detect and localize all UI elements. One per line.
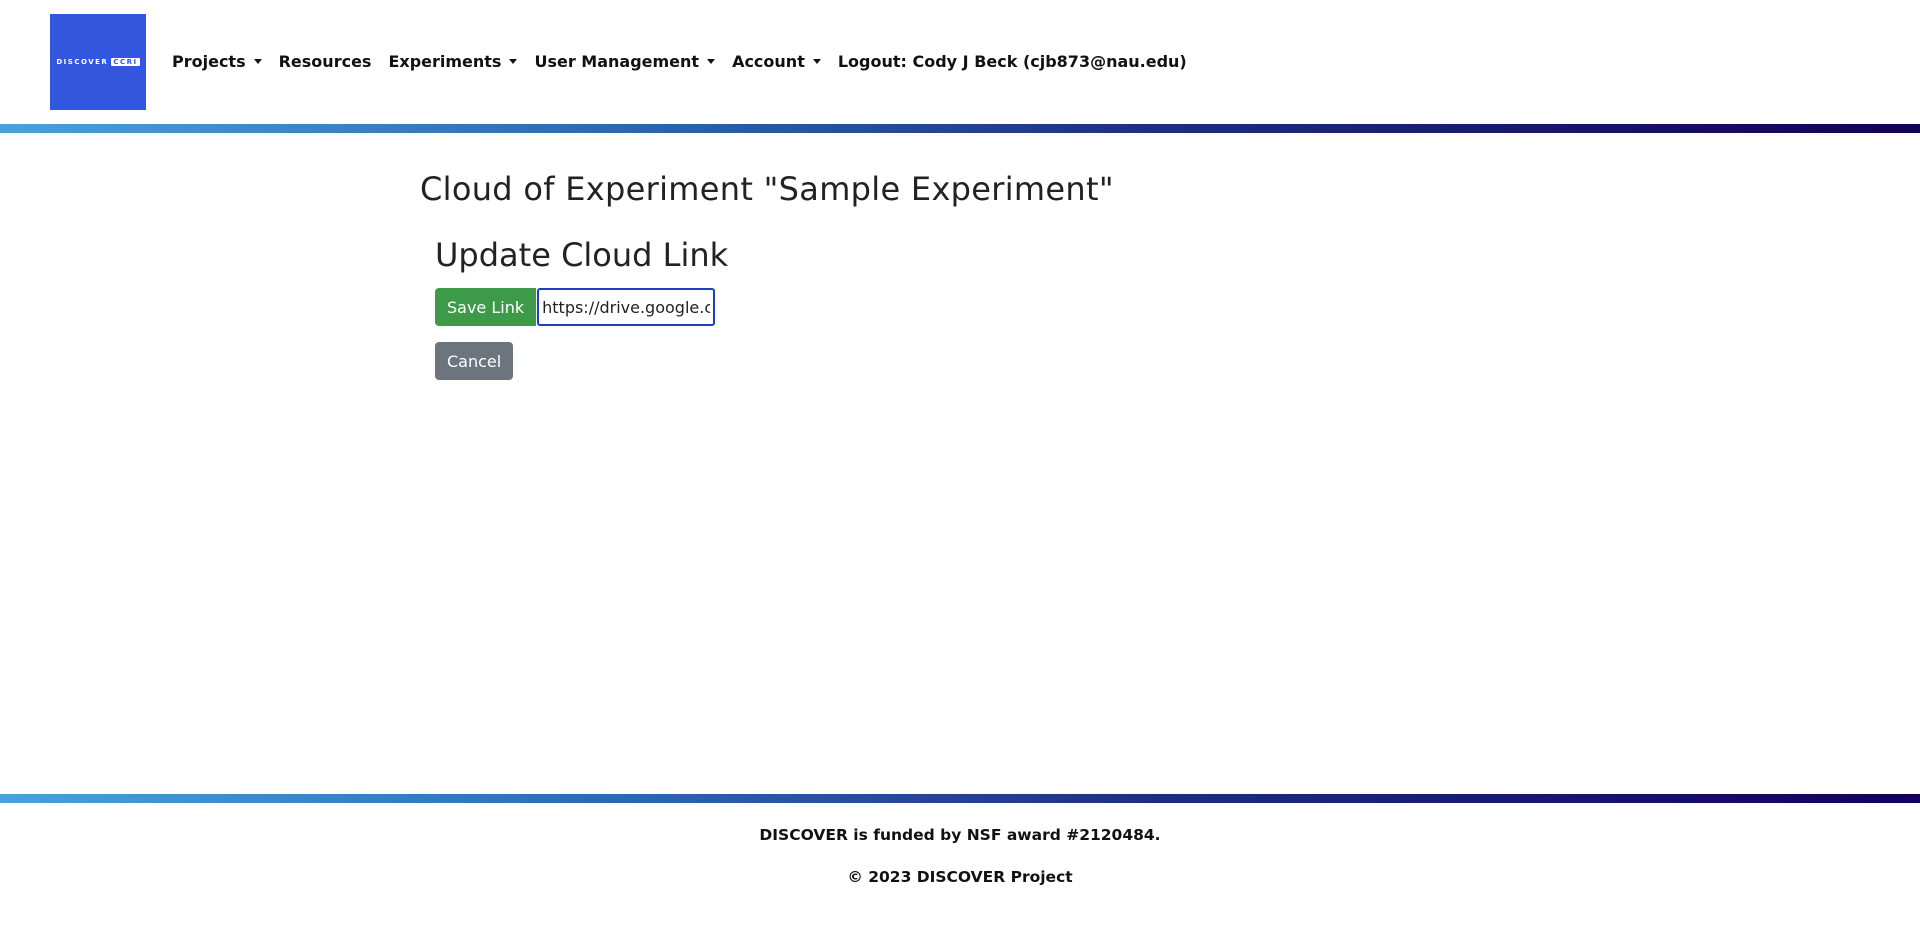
- nav-experiments[interactable]: Experiments: [388, 51, 518, 71]
- chevron-down-icon: [812, 58, 821, 64]
- cancel-button[interactable]: Cancel: [435, 342, 514, 380]
- page-title: Cloud of Experiment "Sample Experiment": [420, 170, 1114, 208]
- chevron-down-icon: [707, 58, 716, 64]
- update-cloud-link-section: Update Cloud Link Save Link Cancel: [435, 236, 728, 380]
- nav-resources[interactable]: Resources: [279, 52, 372, 71]
- cloud-link-form: Save Link: [435, 288, 728, 326]
- navbar: DISCOVER CCRI Projects Resources Experim…: [0, 0, 1920, 124]
- header-divider: [0, 124, 1920, 133]
- nav-projects-label: Projects: [172, 51, 246, 71]
- footer: DISCOVER is funded by NSF award #2120484…: [0, 803, 1920, 886]
- discover-logo[interactable]: DISCOVER CCRI: [50, 14, 146, 110]
- nav-account-label: Account: [732, 51, 805, 71]
- logo-badge: CCRI: [111, 58, 140, 66]
- nav-account[interactable]: Account: [732, 52, 821, 71]
- chevron-down-icon: [253, 58, 262, 64]
- nav-logout-label: Logout: Cody J Beck (cjb873@nau.edu): [837, 51, 1187, 71]
- nav-user-management-label: User Management: [534, 51, 700, 71]
- chevron-down-icon: [509, 58, 518, 64]
- nav-logout[interactable]: Logout: Cody J Beck (cjb873@nau.edu): [838, 52, 1187, 71]
- nav-user-management[interactable]: User Management: [534, 51, 716, 71]
- funding-notice: DISCOVER is funded by NSF award #2120484…: [759, 826, 1161, 844]
- nav-resources-label: Resources: [278, 51, 372, 71]
- save-link-button[interactable]: Save Link: [435, 288, 537, 326]
- section-title: Update Cloud Link: [435, 236, 729, 274]
- nav-experiments-label: Experiments: [388, 51, 502, 71]
- nav-projects[interactable]: Projects: [172, 52, 262, 71]
- main-nav: Projects Resources Experiments User Mana…: [172, 48, 1204, 74]
- main-content: Cloud of Experiment "Sample Experiment" …: [420, 170, 1520, 380]
- copyright-notice: © 2023 DISCOVER Project: [847, 868, 1073, 886]
- logo-text: DISCOVER: [56, 58, 109, 66]
- cloud-link-input[interactable]: [537, 288, 716, 326]
- footer-divider: [0, 794, 1920, 803]
